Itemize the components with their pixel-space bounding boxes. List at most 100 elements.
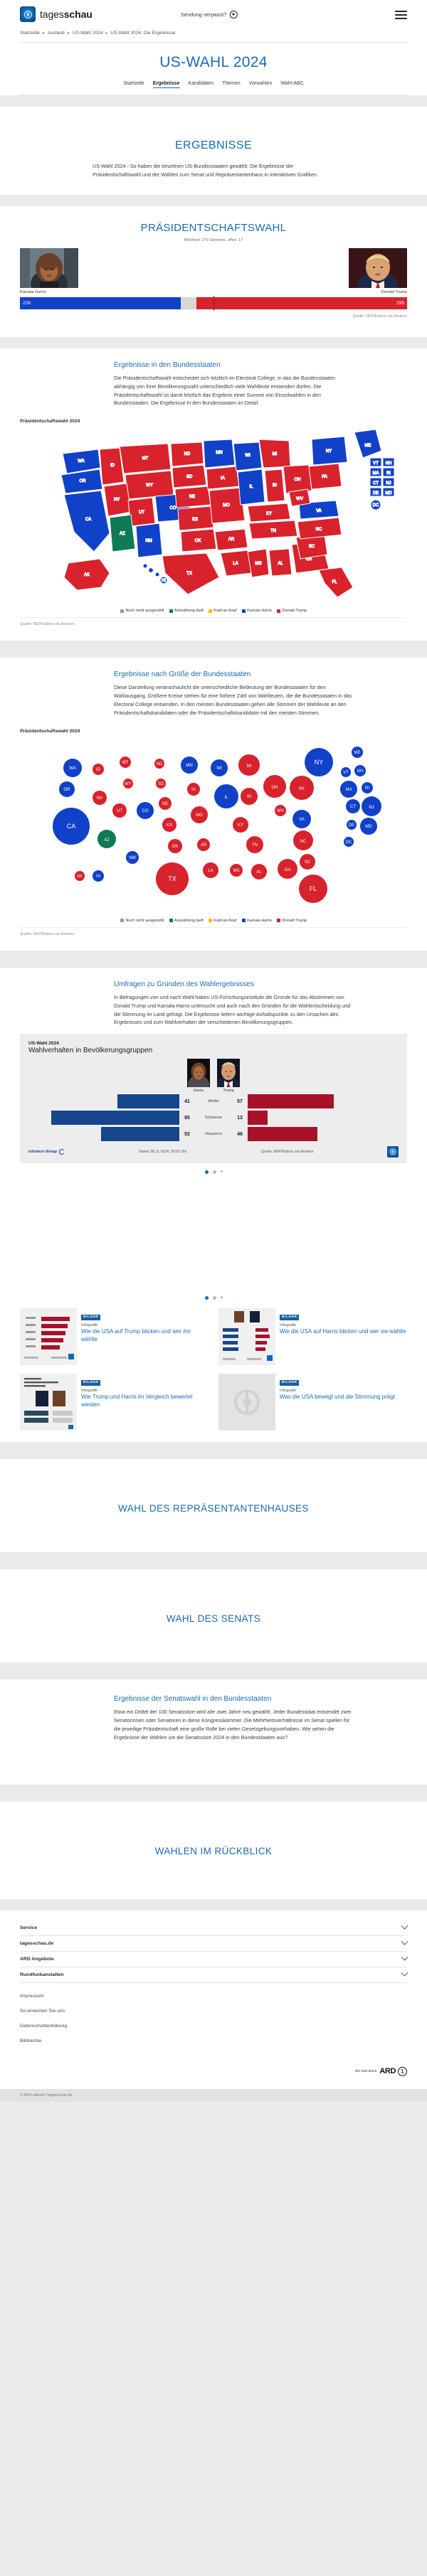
bubble-map-svg[interactable]: WA OR CA ID MT WY NV UT AZ CO NM ND SD N… bbox=[20, 737, 407, 914]
tab-themen[interactable]: Themen bbox=[221, 81, 241, 86]
breadcrumb-item-0[interactable]: Startseite bbox=[20, 31, 40, 36]
hamburger-icon[interactable] bbox=[395, 9, 407, 21]
tab-wahl-abc[interactable]: Wahl-ABC bbox=[280, 81, 304, 86]
us-bubble-map[interactable]: WA OR CA ID MT WY NV UT AZ CO NM ND SD N… bbox=[20, 737, 407, 914]
harris-bar-hispanics bbox=[100, 1127, 179, 1142]
trump-portrait bbox=[349, 247, 407, 288]
ard-globe-icon bbox=[20, 6, 36, 22]
chevron-down-icon bbox=[401, 1922, 408, 1930]
svg-text:NH: NH bbox=[386, 461, 392, 466]
carousel-dot-3[interactable] bbox=[220, 1170, 223, 1173]
chevron-down-icon bbox=[401, 1938, 408, 1945]
trump-bar: 295 bbox=[196, 296, 407, 309]
graphic-row-hispanics: 52 Hispanics 46 bbox=[28, 1127, 399, 1142]
footer-accordion-label: ARD Angebote bbox=[20, 1956, 54, 1962]
tab-vorwahlen[interactable]: Vorwahlen bbox=[248, 81, 273, 86]
retro-heading: WAHLEN IM RÜCKBLICK bbox=[154, 1845, 273, 1856]
svg-text:CT: CT bbox=[350, 805, 356, 809]
footer-accordion-ard-angebote[interactable]: ARD Angebote bbox=[20, 1952, 408, 1967]
graphic-label-harris: Harris bbox=[193, 1089, 204, 1094]
harris-name: Kamala Harris bbox=[20, 289, 46, 294]
carousel-dots-top[interactable] bbox=[20, 1163, 407, 1175]
teaser-item[interactable]: BILDER Infografik Wie Trump und Harris i… bbox=[20, 1374, 209, 1431]
legend-item-tossup: Kopf-an-Kopf bbox=[208, 609, 237, 613]
legend-item-not-counted: Noch nicht ausgezählt bbox=[120, 919, 164, 923]
svg-text:VA: VA bbox=[316, 509, 322, 513]
ard-wordmark: ARD bbox=[379, 2067, 396, 2076]
carousel-dot-2[interactable] bbox=[212, 1170, 216, 1175]
tab-kandidaten[interactable]: Kandidaten bbox=[188, 81, 214, 86]
harris-portrait bbox=[20, 247, 78, 288]
voting-behaviour-infographic[interactable]: US-Wahl 2024 Wahlverhalten in Bevölkerun… bbox=[20, 1034, 407, 1164]
legend-item-harris: Kamala Harris bbox=[241, 919, 272, 923]
breadcrumb-item-2[interactable]: US-Wahl 2024 bbox=[72, 31, 103, 36]
footer-accordion-label: tagesschau.de bbox=[20, 1940, 54, 1946]
teaser-title[interactable]: Wie die USA auf Harris blicken und wer s… bbox=[280, 1328, 406, 1335]
carousel-dots-bottom[interactable] bbox=[20, 1289, 407, 1301]
svg-text:CA: CA bbox=[85, 518, 91, 522]
svg-text:OR: OR bbox=[80, 479, 87, 483]
svg-text:DC: DC bbox=[346, 840, 352, 845]
teaser-thumbnail-placeholder[interactable] bbox=[218, 1374, 275, 1431]
carousel-dot-2[interactable] bbox=[212, 1296, 216, 1300]
svg-text:AL: AL bbox=[278, 562, 283, 566]
teaser-title[interactable]: Was die USA bewegt und die Stimmung präg… bbox=[280, 1394, 396, 1401]
teaser-item[interactable]: BILDER Infografik Wie die USA auf Trump … bbox=[20, 1308, 209, 1366]
teaser-thumbnail[interactable] bbox=[218, 1308, 275, 1366]
footer-link-bildrechte[interactable]: Bildrechte bbox=[20, 2038, 42, 2043]
teaser-title[interactable]: Wie die USA auf Trump blicken und wer ih… bbox=[81, 1328, 191, 1343]
us-choropleth-map[interactable]: WA OR CA ID MT WY NV UT AZ CO NM ND SD N… bbox=[20, 427, 407, 604]
states-heading: Ergebnisse in den Bundesstaaten bbox=[114, 360, 221, 369]
trump-bar-hispanics bbox=[248, 1127, 317, 1142]
trump-name: Donald Trump bbox=[381, 289, 407, 294]
carousel-dot-1[interactable] bbox=[204, 1170, 209, 1175]
size-chart-label: Präsidentschaftswahl 2024 bbox=[20, 728, 80, 734]
teaser-thumbnail[interactable] bbox=[20, 1308, 77, 1366]
svg-text:AR: AR bbox=[228, 538, 235, 542]
carousel-dot-3[interactable] bbox=[220, 1296, 223, 1299]
svg-text:ID: ID bbox=[96, 768, 101, 772]
play-icon[interactable] bbox=[229, 10, 238, 18]
svg-text:AR: AR bbox=[201, 843, 207, 848]
svg-text:GA: GA bbox=[306, 557, 312, 562]
footer-accordion-tagesschau[interactable]: tagesschau.de bbox=[20, 1936, 408, 1952]
teaser-item[interactable]: BILDER Infografik Was die USA bewegt und… bbox=[218, 1374, 407, 1431]
senate-states-text: Etwa ein Drittel der 100 Senatssitze wir… bbox=[114, 1709, 352, 1741]
tab-ergebnisse[interactable]: Ergebnisse bbox=[152, 81, 180, 88]
legend-item-counting: Auszählung läuft bbox=[169, 609, 204, 613]
footer-link-datenschutz[interactable]: Datenschutzerklärung bbox=[20, 2023, 68, 2029]
map-svg[interactable]: WA OR CA ID MT WY NV UT AZ CO NM ND SD N… bbox=[20, 427, 407, 604]
size-source: Quelle: NEP/Edison via Reuters bbox=[20, 931, 75, 936]
svg-text:AK: AK bbox=[77, 875, 83, 879]
svg-text:SC: SC bbox=[309, 545, 315, 549]
teaser-thumbnail[interactable] bbox=[20, 1374, 77, 1431]
agency-credit: infratest dimap bbox=[28, 1149, 65, 1155]
svg-text:HI: HI bbox=[96, 875, 100, 879]
svg-text:AL: AL bbox=[256, 870, 262, 875]
svg-text:CA: CA bbox=[67, 823, 76, 830]
footer-link-impressum[interactable]: Impressum bbox=[20, 1993, 44, 1999]
sendung-verpasst-link[interactable]: Sendung verpasst? bbox=[181, 10, 238, 18]
svg-text:GA: GA bbox=[285, 868, 291, 872]
footer-link-kontakt[interactable]: So erreichen Sie uns bbox=[20, 2008, 65, 2014]
svg-text:RI: RI bbox=[365, 786, 369, 791]
graphic-head-harris: Harris bbox=[187, 1059, 210, 1093]
size-text: Diese Darstellung veranschaulicht die un… bbox=[114, 684, 352, 716]
teaser-title[interactable]: Wie Trump und Harris im Vergleich bewert… bbox=[81, 1394, 193, 1409]
carousel-dot-1[interactable] bbox=[204, 1296, 209, 1300]
teaser-kicker: Infografik bbox=[280, 1389, 297, 1394]
tagesschau-logo[interactable]: tagesschau bbox=[20, 6, 93, 22]
svg-text:MT: MT bbox=[122, 761, 129, 765]
svg-text:DE: DE bbox=[373, 491, 379, 496]
breadcrumb-item-3[interactable]: US-Wahl 2024: Die Ergebnisse bbox=[110, 31, 176, 36]
teaser-item[interactable]: BILDER Infografik Wie die USA auf Harris… bbox=[218, 1308, 407, 1366]
tab-startseite[interactable]: Startseite bbox=[123, 81, 144, 86]
bubble-map-legend: Noch nicht ausgezählt Auszählung läuft K… bbox=[20, 919, 407, 928]
hero-section: US-WAHL 2024 Startseite Ergebnisse Kandi… bbox=[0, 43, 427, 95]
footer-accordion-service[interactable]: Service bbox=[20, 1920, 408, 1936]
footer-accordion-label: Rundfunkanstalten bbox=[20, 1972, 64, 1977]
breadcrumb-item-1[interactable]: Ausland bbox=[47, 31, 65, 36]
svg-text:NM: NM bbox=[145, 539, 152, 543]
footer-accordion-rundfunkanstalten[interactable]: Rundfunkanstalten bbox=[20, 1967, 408, 1983]
electoral-vote-bar: 226 295 bbox=[20, 295, 407, 311]
